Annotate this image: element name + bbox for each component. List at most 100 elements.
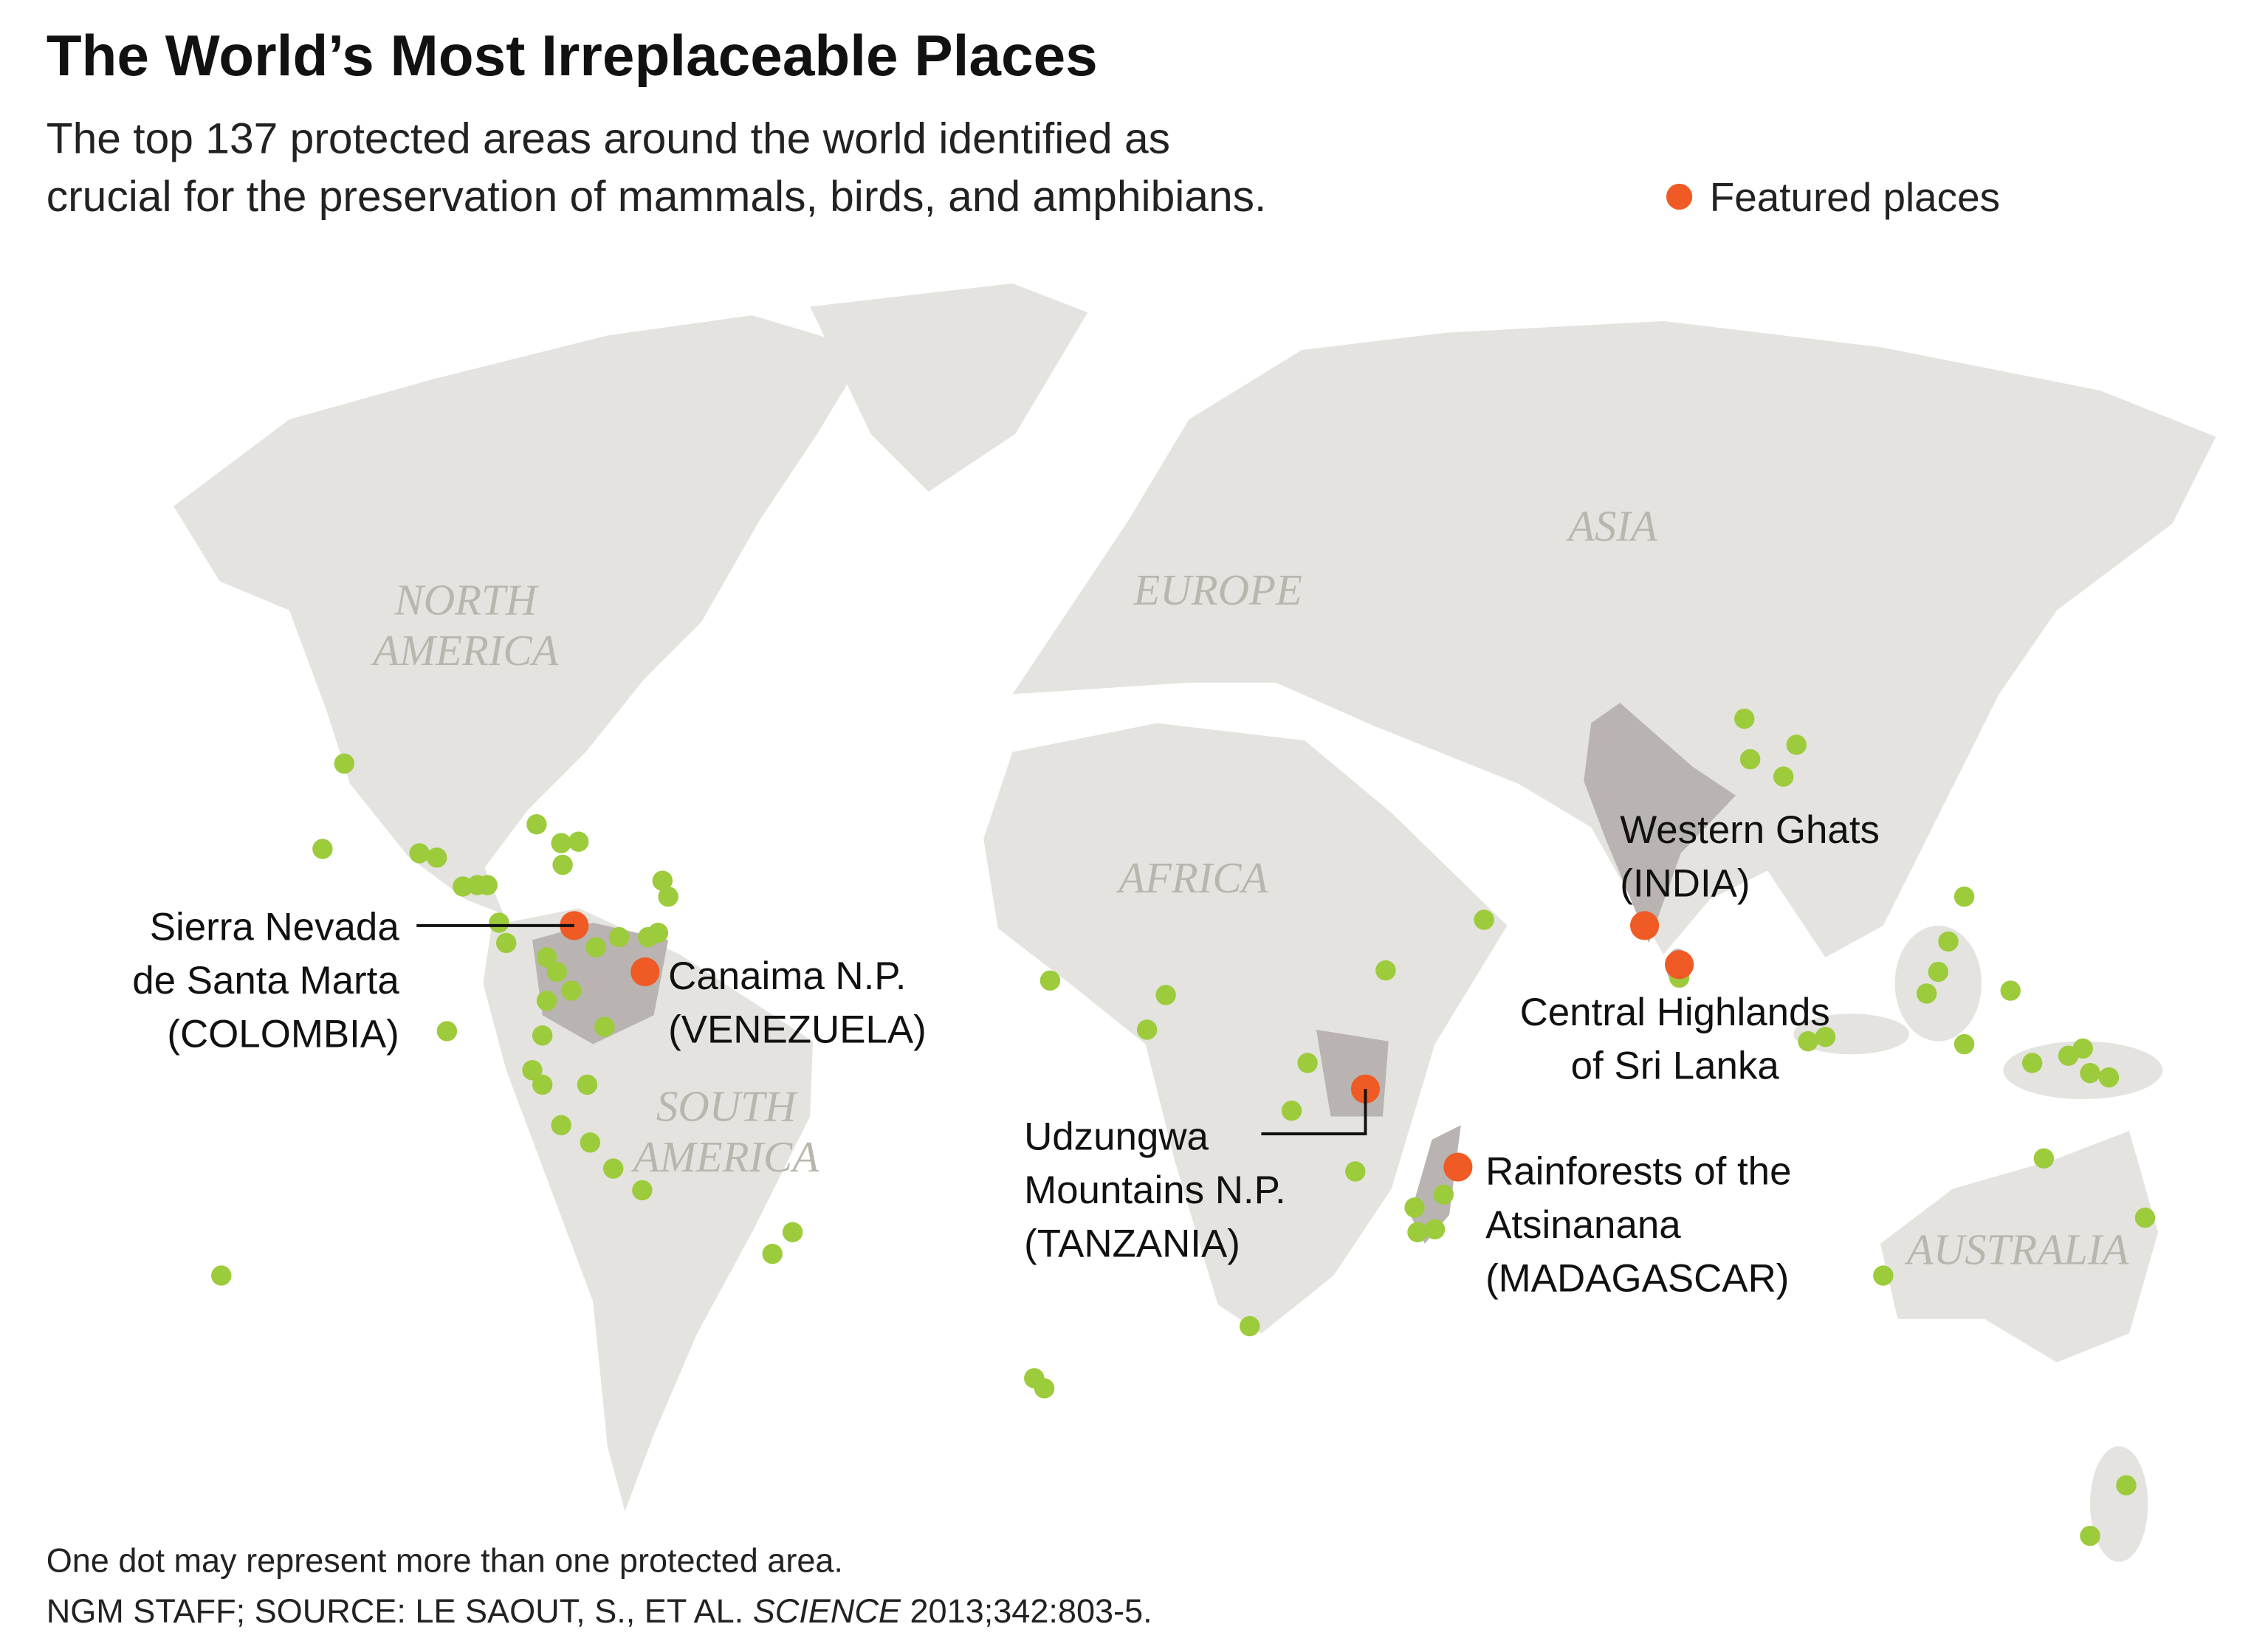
protected-area-dot bbox=[1773, 766, 1794, 787]
protected-area-dot bbox=[632, 1180, 653, 1201]
protected-area-dot bbox=[489, 912, 509, 933]
protected-area-dot bbox=[551, 833, 571, 853]
india bbox=[1584, 703, 1736, 943]
island bbox=[2090, 1446, 2148, 1562]
protected-area-dot bbox=[1136, 1019, 1158, 1040]
place-label: Udzungwa bbox=[1024, 1115, 1209, 1159]
protected-area-dot bbox=[334, 753, 354, 774]
protected-area-dot bbox=[1281, 1100, 1302, 1121]
island bbox=[1894, 925, 1982, 1042]
place-label: Rainforests of the bbox=[1485, 1150, 1791, 1194]
place-label: (TANZANIA) bbox=[1024, 1222, 1240, 1266]
protected-area-dot bbox=[1928, 961, 1949, 983]
protected-area-dot bbox=[658, 886, 678, 907]
protected-area-dot bbox=[782, 1222, 803, 1242]
place-label: (VENEZUELA) bbox=[668, 1008, 927, 1052]
protected-area-dot bbox=[522, 1060, 543, 1081]
madagascar bbox=[1410, 1125, 1461, 1244]
leader-line bbox=[1261, 1089, 1367, 1135]
journal: SCIENCE bbox=[753, 1592, 901, 1630]
protected-area-dot bbox=[1433, 1184, 1454, 1205]
protected-area-dot bbox=[436, 1021, 458, 1042]
eurasia bbox=[1012, 320, 2216, 957]
protected-area-dot bbox=[2021, 1053, 2043, 1073]
south-america bbox=[483, 908, 814, 1512]
protected-area-dot bbox=[585, 937, 606, 957]
featured-place-dot bbox=[1665, 950, 1694, 980]
citation: 2013;342:803-5. bbox=[910, 1592, 1152, 1630]
place-label: Atsinanana bbox=[1485, 1203, 1681, 1247]
featured-place-dot bbox=[1443, 1152, 1473, 1182]
protected-area-dot bbox=[577, 1074, 598, 1095]
protected-area-dot bbox=[2033, 1148, 2055, 1169]
protected-area-dot bbox=[1474, 909, 1494, 930]
protected-area-dot bbox=[1798, 1030, 1818, 1052]
protected-area-dot bbox=[211, 1265, 232, 1286]
protected-area-dot bbox=[1297, 1053, 1318, 1073]
protected-area-dot bbox=[1786, 734, 1807, 755]
protected-area-dot bbox=[1375, 960, 1396, 981]
protected-area-dot bbox=[594, 1016, 615, 1037]
subtitle: crucial for the preservation of mammals,… bbox=[47, 173, 1267, 221]
region-label: SOUTH bbox=[656, 1082, 799, 1130]
protected-area-dot bbox=[409, 843, 430, 864]
australia bbox=[1880, 1131, 2159, 1363]
protected-area-dot bbox=[2134, 1207, 2156, 1228]
featured-place-dot bbox=[630, 957, 660, 987]
protected-area-dot bbox=[552, 854, 573, 875]
place-label: (COLOMBIA) bbox=[167, 1012, 399, 1056]
protected-area-dot bbox=[1739, 749, 1761, 770]
region-label: AFRICA bbox=[1116, 854, 1268, 902]
protected-area-dot bbox=[2080, 1525, 2100, 1546]
colombia-venezuela bbox=[532, 922, 669, 1045]
legend-swatch bbox=[1666, 183, 1693, 210]
protected-area-dot bbox=[1404, 1197, 1425, 1218]
labels: NORTHAMERICAEUROPEASIAAFRICASOUTHAMERICA… bbox=[132, 503, 2129, 1301]
protected-area-dot bbox=[1345, 1161, 1366, 1182]
protected-area-dot bbox=[536, 947, 557, 968]
protected-area-dot bbox=[1938, 931, 1959, 952]
place-label: Mountains N.P. bbox=[1024, 1169, 1286, 1212]
protected-area-dot bbox=[2000, 980, 2021, 1001]
protected-area-dot bbox=[2098, 1067, 2120, 1088]
protected-area-dot bbox=[426, 847, 447, 868]
protected-area-dot bbox=[652, 870, 673, 891]
protected-area-dot bbox=[1815, 1027, 1836, 1047]
protected-area-dot bbox=[1873, 1265, 1894, 1286]
place-label: Western Ghats bbox=[1620, 808, 1880, 852]
region-label: AMERICA bbox=[370, 627, 559, 675]
protected-area-dot bbox=[546, 961, 567, 983]
featured-place-dot bbox=[1630, 911, 1660, 940]
region-label: ASIA bbox=[1565, 503, 1658, 551]
featured-place-dot bbox=[1350, 1074, 1381, 1104]
protected-area-dot bbox=[1155, 985, 1176, 1005]
protected-area-dot bbox=[532, 1074, 553, 1095]
protected-area-dot bbox=[1034, 1378, 1055, 1399]
protected-area-dot bbox=[312, 839, 333, 859]
protected-area-dot bbox=[1953, 1033, 1975, 1055]
protected-area-dot bbox=[762, 1243, 783, 1264]
protected-area-dot bbox=[608, 926, 630, 948]
region-label: EUROPE bbox=[1133, 566, 1302, 614]
protected-area-dot bbox=[536, 991, 557, 1011]
protected-area-dot bbox=[1734, 709, 1755, 729]
protected-area-dot bbox=[647, 922, 669, 943]
place-label: Canaima N.P. bbox=[668, 954, 906, 998]
protected-area-dot bbox=[526, 814, 547, 835]
protected-area-dot bbox=[1040, 970, 1061, 991]
protected-area-dot bbox=[551, 1115, 571, 1135]
credit-text: NGM STAFF; SOURCE: LE SAOUT, S., ET AL. bbox=[47, 1592, 744, 1630]
place-label: (INDIA) bbox=[1620, 862, 1750, 906]
place-label: (MADAGASCAR) bbox=[1485, 1257, 1789, 1301]
credit: NGM STAFF; SOURCE: LE SAOUT, S., ET AL. … bbox=[47, 1592, 1152, 1630]
leaders bbox=[416, 923, 1367, 1135]
protected-area-dot bbox=[1407, 1222, 1428, 1242]
protected-area-dot bbox=[1916, 983, 1937, 1004]
protected-area-dot bbox=[2080, 1063, 2100, 1084]
protected-area-dot bbox=[532, 1025, 553, 1046]
region-label: AMERICA bbox=[630, 1133, 819, 1181]
protected-area-dot bbox=[2072, 1038, 2093, 1059]
protected-area-dot bbox=[477, 875, 498, 895]
